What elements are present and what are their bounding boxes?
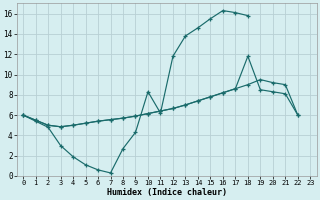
X-axis label: Humidex (Indice chaleur): Humidex (Indice chaleur)	[107, 188, 227, 197]
